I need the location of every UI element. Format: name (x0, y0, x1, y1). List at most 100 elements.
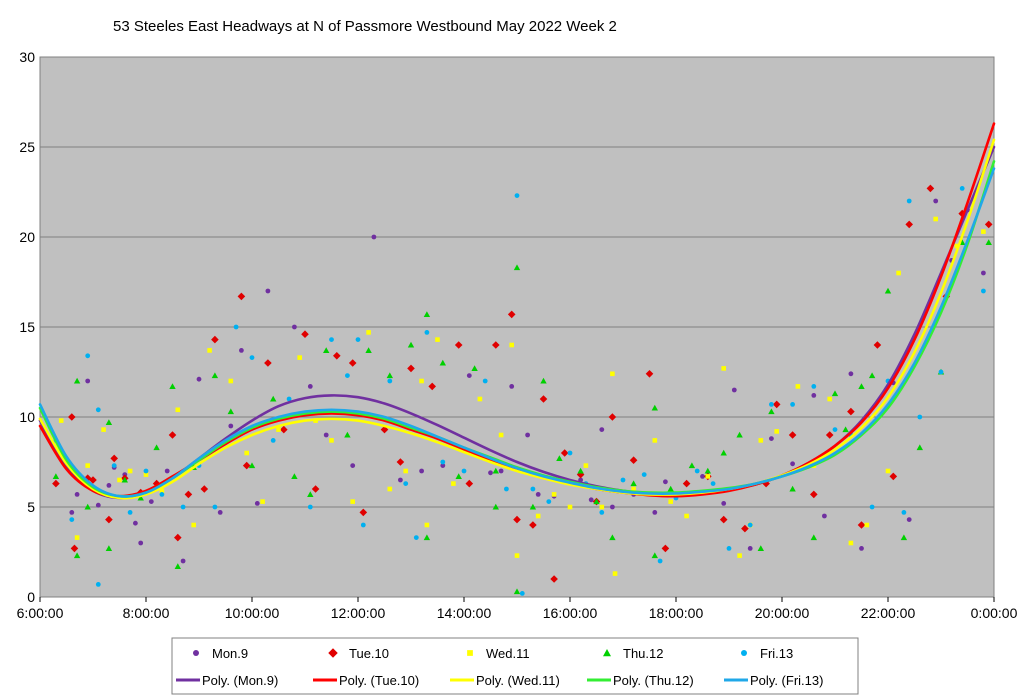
poly-fri-13-line (38, 167, 996, 498)
thu-12-point (593, 498, 600, 505)
legend-marker-wed-11 (467, 650, 473, 656)
mon-9-point (106, 483, 112, 488)
mon-9-point (323, 432, 329, 438)
x-tick-label: 14:00:00 (437, 605, 492, 621)
fri-13-point (519, 591, 525, 596)
legend-label-poly-thu-12: Poly. (Thu.12) (613, 673, 694, 688)
tue-10-point (492, 341, 500, 349)
fri-13-point (901, 510, 907, 515)
fri-13-point (85, 353, 91, 359)
thu-12-point (471, 365, 478, 371)
mon-9-point (180, 558, 186, 564)
fri-13-point (726, 546, 732, 551)
thu-12-point (105, 545, 113, 551)
x-tick-label: 18:00:00 (649, 605, 704, 621)
fri-13-point (360, 522, 366, 528)
mon-9-point (74, 492, 80, 497)
fri-13-point (212, 504, 218, 510)
x-axis: 6:00:00 8:00:00 10:00:00 12:00:00 14:00:00 16… (17, 597, 1018, 621)
fri-13-point (286, 396, 292, 402)
thu-12-point (153, 444, 160, 451)
x-tick-label: 6:00:00 (17, 605, 64, 621)
tue-10-point (184, 490, 193, 499)
fri-13-point (811, 384, 817, 389)
tue-10-point (407, 364, 415, 373)
legend-label-poly-wed-11: Poly. (Wed.11) (476, 673, 560, 688)
fri-13-point (641, 472, 647, 477)
mon-9-point (525, 432, 530, 438)
wed-11-point (143, 472, 149, 477)
tue-10-point (348, 359, 357, 367)
tue-10-point (242, 461, 251, 470)
thu-12-point (492, 503, 499, 510)
tue-10-point (168, 431, 177, 439)
thu-12-point (513, 588, 521, 595)
y-tick-label: 0 (27, 589, 35, 605)
tue-10-point (264, 359, 272, 367)
wed-11-point (435, 337, 440, 342)
thu-12-point (630, 480, 637, 487)
thu-12-point (439, 359, 446, 366)
mon-9-point (663, 479, 668, 485)
mon-9-point (747, 546, 753, 551)
thu-12-point (556, 455, 563, 461)
thu-12-point (529, 503, 537, 510)
y-tick-label: 25 (19, 139, 35, 155)
mon-9-point (466, 373, 472, 378)
legend: Mon.9 Tue.10 Wed.11 Thu.12 Fri.13 Poly. (Mon.… (171, 637, 859, 695)
fri-13-point (906, 198, 912, 204)
tue-10-point (174, 533, 182, 542)
fri-13-point (546, 499, 552, 504)
tue-10-point (454, 341, 463, 349)
thu-12-point (344, 431, 351, 438)
wed-11-point (498, 432, 504, 438)
wed-11-point (795, 384, 801, 389)
wed-11-point (403, 468, 408, 474)
fri-13-point (95, 582, 101, 587)
thu-12-point (704, 467, 711, 474)
legend-box (171, 637, 859, 695)
tue-10-point (772, 400, 781, 409)
thu-12-point (831, 390, 839, 397)
mon-9-point (254, 501, 260, 506)
tue-10-point (89, 476, 97, 484)
thu-12-point (52, 473, 60, 479)
legend-label-fri-13: Fri.13 (760, 646, 793, 661)
poly-wed-11-line (38, 138, 996, 500)
tue-10-point (311, 485, 320, 493)
x-tick-label: 0:00:00 (971, 605, 1018, 621)
thu-12-point (137, 494, 144, 501)
thu-12-point (577, 467, 584, 474)
fri-13-point (143, 468, 149, 474)
tue-10-point (280, 425, 288, 434)
mon-9-point (440, 463, 446, 468)
wed-11-point (329, 438, 334, 443)
fri-13-point (514, 193, 520, 199)
wed-11-point (387, 486, 393, 492)
tue-10-point (629, 456, 638, 464)
tue-10-point (513, 515, 521, 524)
wed-11-point (350, 499, 355, 504)
wed-11-point (260, 499, 265, 504)
thu-12-point (651, 552, 658, 559)
wed-11-point (774, 429, 779, 434)
wed-11-point (610, 371, 615, 377)
thu-12-point (323, 347, 330, 353)
tue-10-point (52, 479, 60, 488)
mon-9-point (721, 501, 727, 506)
wed-11-point (737, 553, 742, 558)
wed-11-point (207, 348, 212, 353)
thu-12-point (609, 534, 616, 541)
thu-12-point (688, 462, 696, 469)
mon-9-point (196, 376, 202, 382)
wed-11-point (652, 438, 658, 443)
thu-12-point (73, 377, 81, 384)
fri-13-point (127, 510, 133, 515)
mon-9-point (371, 234, 377, 240)
mon-9-point (906, 517, 912, 522)
tue-10-point (719, 515, 728, 524)
x-tick-label: 16:00:00 (543, 605, 598, 621)
mon-9-point (164, 468, 170, 474)
thu-12-point (174, 563, 181, 569)
wed-11-point (864, 522, 870, 528)
